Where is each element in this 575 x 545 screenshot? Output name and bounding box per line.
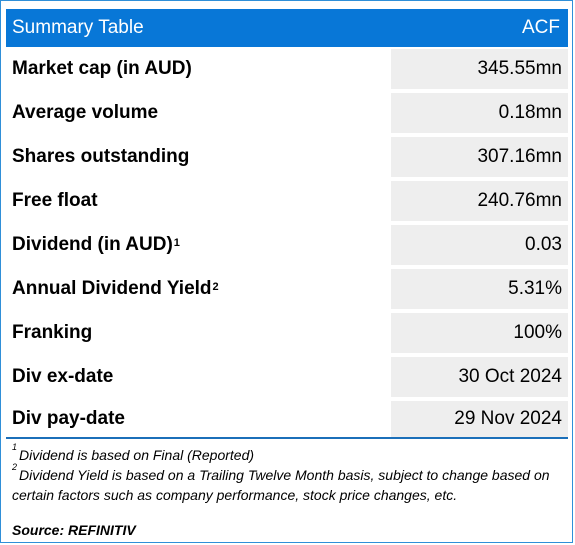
row-value: 240.76mn bbox=[391, 181, 568, 221]
row-value: 345.55mn bbox=[391, 49, 568, 89]
row-value: 5.31% bbox=[391, 269, 568, 309]
footnote-2: 2 Dividend Yield is based on a Trailing T… bbox=[12, 462, 560, 505]
footnote-1: 1 Dividend is based on Final (Reported) bbox=[12, 442, 560, 465]
row-label: Annual Dividend Yield 2 bbox=[6, 269, 388, 309]
row-label: Div ex-date bbox=[6, 357, 388, 397]
row-label: Shares outstanding bbox=[6, 137, 388, 177]
row-value: 30 Oct 2024 bbox=[391, 357, 568, 397]
table-row: Div pay-date 29 Nov 2024 bbox=[6, 401, 568, 437]
table-row: Div ex-date 30 Oct 2024 bbox=[6, 357, 568, 397]
footnote-text: Dividend Yield is based on a Trailing Tw… bbox=[12, 467, 550, 503]
table-row: Average volume 0.18mn bbox=[6, 93, 568, 133]
table-row: Annual Dividend Yield 2 5.31% bbox=[6, 269, 568, 309]
footnote-marker: 2 bbox=[12, 462, 18, 473]
table-row: Dividend (in AUD) 1 0.03 bbox=[6, 225, 568, 265]
row-value: 0.18mn bbox=[391, 93, 568, 133]
table-row: Franking 100% bbox=[6, 313, 568, 353]
row-label: Free float bbox=[6, 181, 388, 221]
source-label: Source: REFINITIV bbox=[12, 522, 136, 538]
row-label: Market cap (in AUD) bbox=[6, 49, 388, 89]
footnote-text: Dividend is based on Final (Reported) bbox=[19, 447, 255, 463]
table-title: Summary Table bbox=[12, 17, 144, 38]
row-value: 29 Nov 2024 bbox=[391, 401, 568, 437]
row-label: Franking bbox=[6, 313, 388, 353]
table-header: Summary Table ACF bbox=[6, 9, 568, 47]
row-value: 100% bbox=[391, 313, 568, 353]
row-label: Average volume bbox=[6, 93, 388, 133]
table-row: Shares outstanding 307.16mn bbox=[6, 137, 568, 177]
table-row: Market cap (in AUD) 345.55mn bbox=[6, 49, 568, 89]
row-value: 307.16mn bbox=[391, 137, 568, 177]
ticker-label: ACF bbox=[522, 17, 560, 38]
row-label: Div pay-date bbox=[6, 401, 388, 437]
summary-rows: Market cap (in AUD) 345.55mn Average vol… bbox=[6, 49, 568, 437]
footnote-divider bbox=[6, 437, 568, 439]
footnotes: 1 Dividend is based on Final (Reported) 2… bbox=[12, 442, 560, 505]
table-row: Free float 240.76mn bbox=[6, 181, 568, 221]
row-value: 0.03 bbox=[391, 225, 568, 265]
footnote-marker: 1 bbox=[12, 442, 18, 453]
row-label: Dividend (in AUD) 1 bbox=[6, 225, 388, 265]
